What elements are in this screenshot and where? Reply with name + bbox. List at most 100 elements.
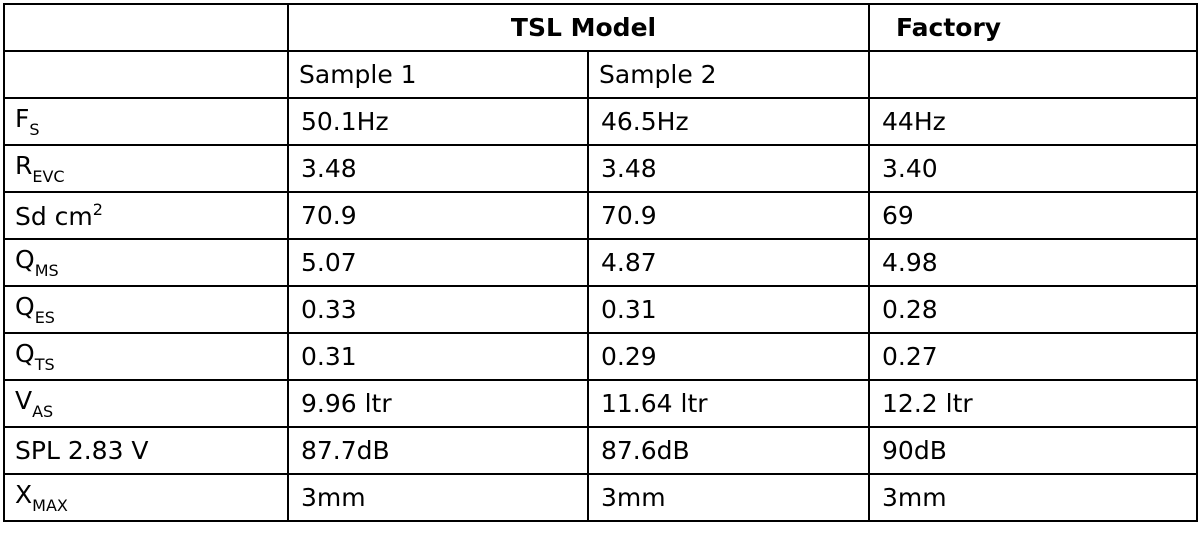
value-cell: 69 — [868, 191, 1199, 240]
param-name: SPL 2.83 V — [15, 436, 149, 465]
value-text: 0.29 — [601, 342, 657, 371]
value-text: 69 — [882, 201, 914, 230]
data-row: FS 50.1Hz 46.5Hz 44Hz — [3, 97, 1199, 146]
param-name: Sd cm — [15, 202, 93, 231]
group-header: TSL Model — [286, 3, 871, 52]
empty-cell — [3, 3, 289, 52]
value-text: 70.9 — [601, 201, 657, 230]
data-row: XMAX 3mm 3mm 3mm — [3, 473, 1199, 522]
param-cell: REVC — [3, 144, 289, 193]
data-row: QMS 5.07 4.87 4.98 — [3, 238, 1199, 287]
param-subscript: EVC — [32, 167, 65, 186]
param-subscript: TS — [34, 355, 55, 374]
value-text: 0.27 — [882, 342, 938, 371]
value-cell: 87.6dB — [586, 426, 871, 475]
spec-table: TSL Model Factory Sample 1 Sample 2 FS 50… — [3, 3, 1199, 522]
value-cell: 0.28 — [868, 285, 1199, 334]
value-text: 9.96 ltr — [301, 389, 392, 418]
value-cell: 3.40 — [868, 144, 1199, 193]
param-cell: Sd cm2 — [3, 191, 289, 240]
value-cell: 44Hz — [868, 97, 1199, 146]
sub-header: Sample 2 — [586, 50, 871, 99]
param-cell: FS — [3, 97, 289, 146]
value-cell: 0.33 — [287, 285, 589, 334]
param-cell: QES — [3, 285, 289, 334]
param-superscript: 2 — [92, 200, 103, 219]
param-name: Q — [15, 292, 35, 321]
param-subscript: ES — [34, 308, 55, 327]
value-cell: 3.48 — [287, 144, 589, 193]
value-cell: 0.29 — [586, 332, 871, 381]
value-cell: 0.27 — [868, 332, 1199, 381]
sub-header: Sample 1 — [287, 50, 589, 99]
value-cell: 0.31 — [586, 285, 871, 334]
value-text: 3mm — [301, 483, 366, 512]
value-text: 87.6dB — [601, 436, 690, 465]
value-text: 0.31 — [601, 295, 657, 324]
value-cell: 0.31 — [287, 332, 589, 381]
value-cell: 3.48 — [586, 144, 871, 193]
value-text: 12.2 ltr — [882, 389, 973, 418]
value-cell: 70.9 — [586, 191, 871, 240]
value-text: 4.87 — [601, 248, 657, 277]
sub-header-text: Sample 1 — [299, 60, 417, 89]
value-cell: 3mm — [287, 473, 589, 522]
param-cell: QTS — [3, 332, 289, 381]
group-header-text: Factory — [896, 13, 1002, 42]
param-name: X — [15, 480, 33, 509]
param-subscript: S — [29, 120, 40, 139]
value-text: 50.1Hz — [301, 107, 389, 136]
value-text: 4.98 — [882, 248, 938, 277]
value-text: 87.7dB — [301, 436, 390, 465]
group-header-row: TSL Model Factory — [3, 3, 1199, 52]
param-name: Q — [15, 339, 35, 368]
param-name: F — [15, 104, 30, 133]
param-subscript: AS — [32, 402, 54, 421]
param-subscript: MS — [34, 261, 59, 280]
value-text: 70.9 — [301, 201, 357, 230]
param-name: R — [15, 151, 33, 180]
value-cell: 3mm — [586, 473, 871, 522]
value-text: 3.40 — [882, 154, 938, 183]
data-row: QTS 0.31 0.29 0.27 — [3, 332, 1199, 381]
value-text: 90dB — [882, 436, 947, 465]
sub-header-text: Sample 2 — [599, 60, 717, 89]
data-row: VAS 9.96 ltr 11.64 ltr 12.2 ltr — [3, 379, 1199, 428]
param-name: Q — [15, 245, 35, 274]
param-name: V — [15, 386, 33, 415]
group-header-text: TSL Model — [510, 13, 657, 42]
value-text: 46.5Hz — [601, 107, 689, 136]
value-cell: 3mm — [868, 473, 1199, 522]
value-cell: 4.87 — [586, 238, 871, 287]
value-text: 0.33 — [301, 295, 357, 324]
data-row: SPL 2.83 V 87.7dB 87.6dB 90dB — [3, 426, 1199, 475]
param-cell: XMAX — [3, 473, 289, 522]
value-text: 44Hz — [882, 107, 946, 136]
value-cell: 87.7dB — [287, 426, 589, 475]
value-text: 11.64 ltr — [601, 389, 708, 418]
value-text: 0.28 — [882, 295, 938, 324]
value-text: 0.31 — [301, 342, 357, 371]
value-text: 5.07 — [301, 248, 357, 277]
value-cell: 4.98 — [868, 238, 1199, 287]
value-cell: 70.9 — [287, 191, 589, 240]
value-cell: 9.96 ltr — [287, 379, 589, 428]
value-cell: 46.5Hz — [586, 97, 871, 146]
value-cell: 50.1Hz — [287, 97, 589, 146]
value-cell: 12.2 ltr — [868, 379, 1199, 428]
data-row: QES 0.33 0.31 0.28 — [3, 285, 1199, 334]
data-row: Sd cm2 70.9 70.9 69 — [3, 191, 1199, 240]
sub-header-row: Sample 1 Sample 2 — [3, 50, 1199, 99]
value-text: 3.48 — [301, 154, 357, 183]
value-text: 3.48 — [601, 154, 657, 183]
empty-cell — [3, 50, 289, 99]
value-text: 3mm — [882, 483, 947, 512]
data-row: REVC 3.48 3.48 3.40 — [3, 144, 1199, 193]
param-cell: QMS — [3, 238, 289, 287]
param-subscript: MAX — [32, 496, 68, 515]
group-header: Factory — [868, 3, 1199, 52]
value-cell: 11.64 ltr — [586, 379, 871, 428]
value-cell: 90dB — [868, 426, 1199, 475]
table-body: TSL Model Factory Sample 1 Sample 2 FS 50… — [3, 3, 1199, 522]
